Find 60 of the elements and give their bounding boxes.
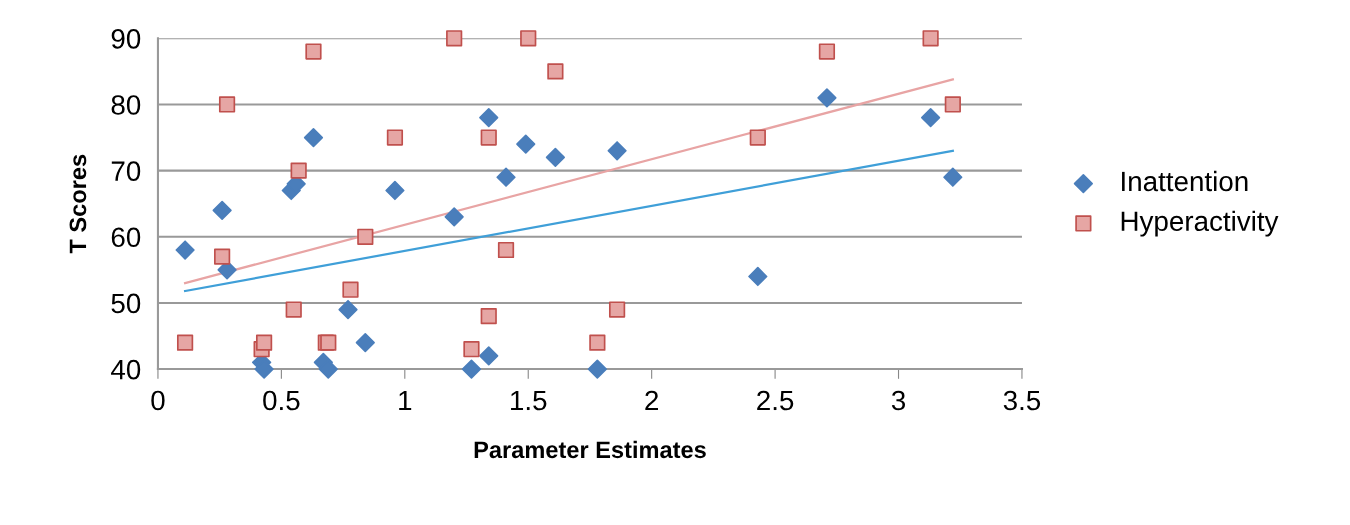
point (748, 266, 768, 287)
point (480, 308, 497, 325)
point (461, 359, 482, 379)
point (944, 96, 961, 113)
point (355, 332, 375, 353)
y-tick-label: 80 (111, 95, 141, 115)
point (589, 334, 606, 351)
point (342, 281, 359, 298)
point (818, 43, 836, 60)
x-tick-label: 0 (151, 390, 165, 411)
point (444, 207, 464, 227)
point (290, 162, 307, 179)
x-tick-label: 0.5 (263, 390, 300, 411)
point (547, 63, 564, 80)
point (497, 241, 515, 259)
point (587, 359, 607, 379)
point (520, 30, 537, 47)
y-tick-label: 40 (111, 359, 141, 380)
point (943, 167, 963, 187)
point (480, 129, 497, 146)
x-tick-label: 3 (891, 390, 906, 411)
point (545, 147, 566, 168)
x-tick-label: 1.5 (511, 390, 547, 411)
y-tick-label: 70 (111, 161, 141, 181)
point (446, 30, 463, 47)
point (922, 30, 939, 47)
point (749, 129, 766, 146)
point (463, 341, 480, 358)
x-axis-title: Parameter Estimates (474, 440, 706, 459)
y-tick-label: 90 (111, 28, 141, 49)
point (516, 134, 536, 154)
point (920, 108, 941, 128)
y-tick-label: 50 (111, 293, 141, 314)
point (385, 180, 405, 201)
point (285, 301, 302, 318)
legend-label: Hyperactivity (1121, 210, 1279, 237)
point (305, 43, 322, 60)
point (357, 228, 374, 245)
point (607, 141, 627, 161)
point (218, 96, 236, 113)
point (303, 127, 324, 148)
point (479, 108, 499, 128)
point (212, 200, 232, 220)
point (338, 299, 358, 320)
point (608, 301, 626, 318)
point (817, 88, 837, 108)
point (479, 346, 499, 366)
x-tick-label: 2.5 (757, 390, 794, 411)
point (496, 167, 516, 187)
legend-label: Inattention (1122, 170, 1248, 192)
point (255, 334, 273, 351)
point (175, 240, 195, 260)
x-tick-label: 3.5 (1003, 390, 1041, 411)
y-tick-label: 60 (111, 227, 141, 248)
x-tick-label: 2 (645, 390, 658, 411)
point (214, 248, 231, 265)
point (386, 129, 404, 146)
y-axis-title: T Scores (69, 154, 87, 254)
x-tick-label: 1 (399, 390, 412, 411)
point (176, 334, 194, 351)
